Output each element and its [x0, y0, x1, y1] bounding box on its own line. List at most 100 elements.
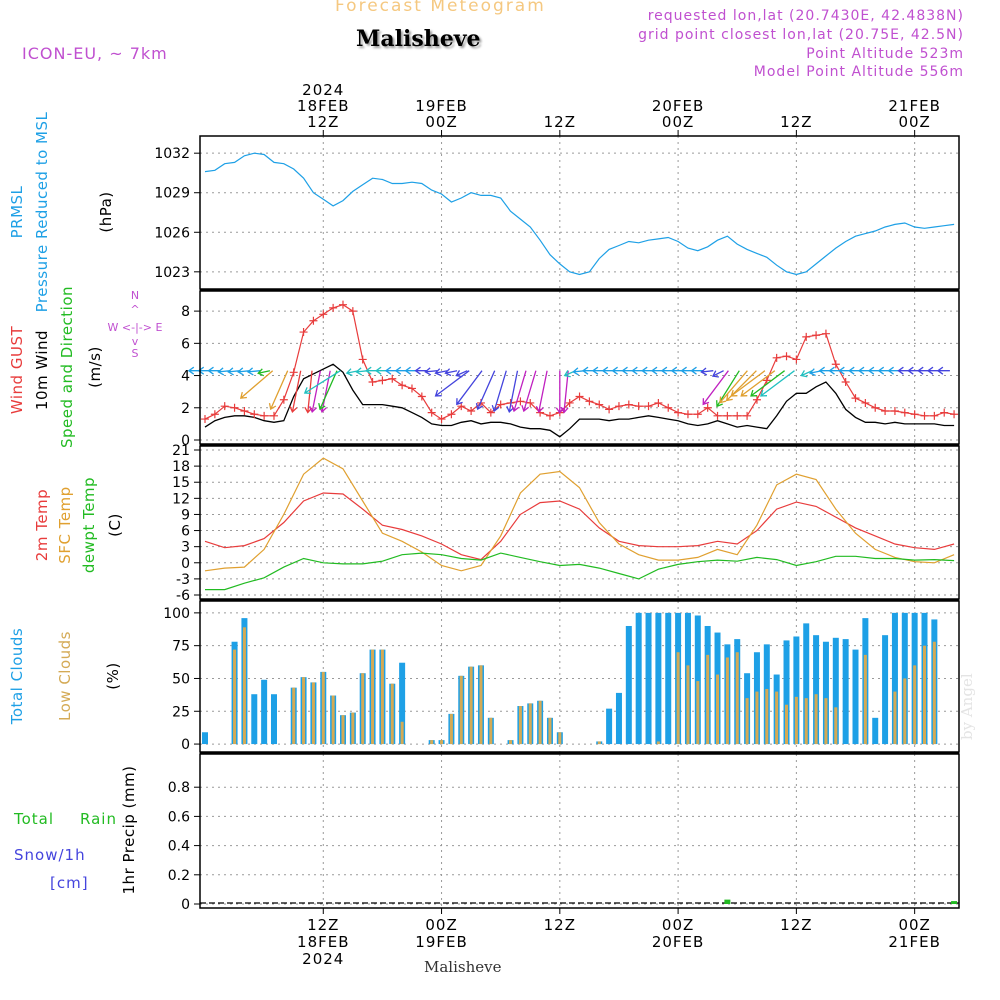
wind-gust-marker	[368, 378, 377, 386]
low-clouds-bar	[558, 732, 562, 745]
wind-gust-marker	[585, 397, 594, 406]
wind-gust-marker	[210, 410, 219, 419]
time-label-bottom: 12Z	[307, 916, 339, 934]
y-tick-label: 100	[163, 606, 190, 622]
low-clouds-bar	[400, 721, 404, 745]
wind-gust-marker	[940, 408, 949, 417]
point-altitude: Point Altitude 523m	[806, 46, 964, 62]
y-tick-label: 2	[181, 401, 190, 417]
wind-label-units: (m/s)	[86, 346, 104, 388]
low-clouds-bar	[725, 657, 729, 745]
compass-west-east: W <-|-> E	[108, 321, 163, 334]
wind-direction-arrow	[268, 370, 289, 411]
time-label-top: 21FEB	[888, 97, 940, 115]
wind-direction-arrow	[690, 366, 704, 375]
wind-direction-arrow	[434, 368, 448, 377]
wind-direction-arrow	[257, 368, 271, 377]
model-name: ICON-EU, ~ 7km	[22, 44, 168, 63]
wind-direction-arrow	[936, 366, 950, 375]
y-tick-label: 0.8	[168, 780, 190, 796]
precip-label-units: 1hr Precip (mm)	[120, 766, 138, 895]
low-clouds-bar	[518, 706, 522, 745]
wind-gust-marker	[595, 400, 604, 409]
y-tick-label: 1029	[154, 186, 190, 202]
low-clouds-bar	[785, 704, 789, 745]
wind-direction-arrow	[730, 370, 766, 397]
y-tick-label: 3	[181, 540, 190, 556]
low-clouds-bar	[292, 687, 296, 745]
wind-gust-marker	[624, 400, 633, 409]
low-clouds-bar	[656, 741, 660, 745]
wind-gust-marker	[703, 403, 712, 412]
wind-direction-arrow	[227, 367, 241, 376]
y-tick-label: -3	[176, 572, 190, 588]
low-clouds-bar	[509, 740, 513, 745]
wind-gust-marker	[605, 405, 614, 414]
time-label-bottom: 00Z	[898, 916, 930, 934]
time-label-bottom: 18FEB	[297, 933, 349, 951]
time-label-bottom: 20FEB	[652, 933, 704, 951]
wind-gust-marker	[802, 332, 811, 341]
low-clouds-bar	[380, 649, 384, 745]
wind-direction-arrow	[740, 370, 776, 397]
time-label-bottom: 21FEB	[888, 933, 940, 951]
wind-gust-marker	[841, 378, 850, 386]
wind-gust-marker	[230, 403, 239, 412]
wind-gust-marker	[713, 411, 722, 420]
time-label-top: 12Z	[544, 113, 576, 131]
wind-direction-arrow	[702, 370, 729, 406]
wind-direction-arrow	[800, 370, 813, 378]
precip-label-snow: Snow/1h	[14, 846, 86, 864]
pressure-label-prmsl: PRMSL	[8, 185, 26, 238]
low-clouds-bar	[597, 741, 601, 745]
low-clouds-bar	[775, 691, 779, 745]
wind-direction-arrow	[414, 366, 428, 375]
location-title: Malisheve	[356, 26, 481, 52]
low-clouds-bar	[755, 691, 759, 745]
wind-direction-arrow	[434, 370, 470, 397]
wind-gust-marker	[861, 398, 870, 407]
wind-gust-marker	[348, 307, 357, 316]
temp-label-units: (C)	[106, 513, 124, 537]
wind-gust-marker	[319, 310, 328, 319]
total-clouds-bar	[251, 694, 258, 745]
time-label-bottom: 2024	[302, 950, 344, 968]
wind-gust-marker	[467, 407, 476, 415]
y-tick-label: 6	[181, 524, 190, 540]
wind-gust-marker	[358, 355, 367, 364]
rain-bar	[724, 899, 731, 904]
panel-frame-precip	[199, 753, 960, 909]
total-clouds-bar	[655, 612, 662, 745]
pressure-line	[204, 152, 955, 276]
wind-gust-marker	[220, 402, 229, 411]
low-clouds-bar	[804, 698, 808, 745]
wind-gust-marker	[762, 376, 771, 385]
wind-gust-marker	[407, 384, 416, 393]
low-clouds-bar	[449, 713, 453, 745]
wind-direction-arrow	[289, 370, 302, 414]
low-clouds-bar	[331, 695, 335, 745]
wind-gust-marker	[545, 411, 554, 420]
total-clouds-bar	[882, 635, 889, 745]
wind-gust-marker	[388, 374, 397, 383]
temp-2m-line	[204, 492, 955, 561]
wind-gust-marker	[782, 352, 791, 361]
wind-direction-arrow	[719, 370, 748, 404]
wind-direction-arrow	[555, 370, 564, 414]
low-clouds-bar	[913, 665, 917, 745]
total-clouds-bar	[665, 612, 672, 745]
wind-gust-marker	[654, 398, 663, 407]
requested-coordinates: requested lon,lat (20.7430E, 42.4838N)	[647, 8, 964, 24]
wind-gust-marker	[890, 407, 899, 415]
total-clouds-bar	[832, 637, 839, 745]
wind-gust-marker	[299, 328, 308, 337]
wind-gust-marker	[772, 353, 781, 362]
wind-gust-marker	[674, 408, 683, 417]
wind-direction-arrow	[424, 367, 438, 376]
wind-gust-marker	[871, 403, 880, 412]
total-clouds-bar	[872, 717, 879, 745]
wind-direction-arrow	[511, 370, 527, 413]
wind-gust-marker	[812, 331, 821, 340]
wind-gust-marker	[752, 395, 761, 404]
